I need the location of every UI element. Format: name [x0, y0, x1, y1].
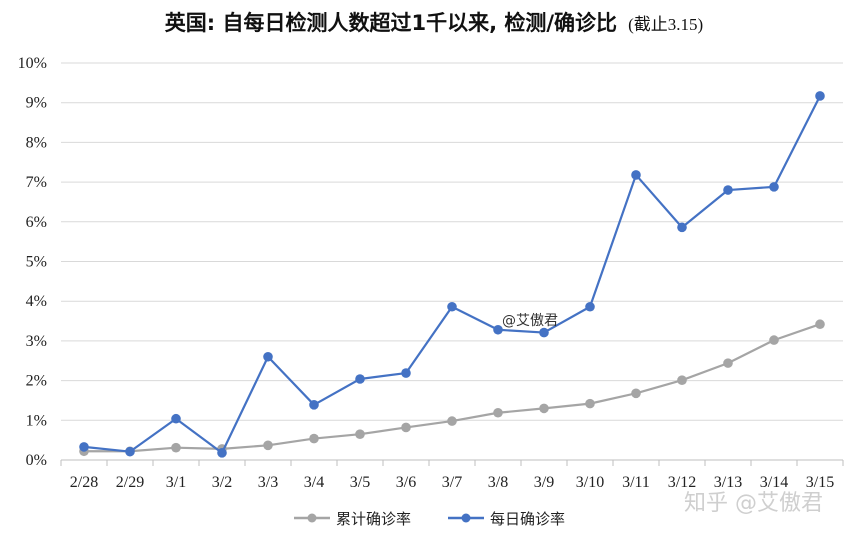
x-tick-label: 3/15 — [806, 474, 834, 491]
data-point-daily — [631, 170, 641, 180]
data-point-cumulative — [171, 442, 181, 453]
data-point-daily — [309, 400, 319, 410]
y-tick-label: 4% — [26, 293, 47, 310]
y-tick-label: 1% — [26, 412, 47, 429]
y-tick-label: 3% — [26, 333, 47, 350]
data-point-cumulative — [769, 335, 779, 345]
x-axis: 2/28 2/29 3/1 3/2 3/3 3/4 3/5 3/6 3/7 3/8 3/9 3/10 3… — [60, 459, 844, 491]
y-axis-ticks: 0% 1% 2% 3% 4% 5% 6% 7% 8% 9% 10% — [18, 55, 47, 469]
data-point-cumulative — [677, 375, 687, 386]
data-point-cumulative — [493, 407, 503, 418]
corner-watermark: 知乎 @艾傲君 — [684, 491, 823, 516]
data-point-cumulative — [585, 398, 595, 409]
x-tick-label: 3/10 — [576, 474, 604, 491]
data-point-cumulative — [355, 429, 365, 439]
y-tick-label: 0% — [26, 452, 47, 469]
x-tick-label: 3/12 — [668, 474, 696, 491]
data-point-cumulative — [401, 422, 411, 433]
data-point-daily — [125, 446, 135, 457]
y-tick-label: 5% — [26, 254, 47, 271]
chart-title: 英国: 自每日检测人数超过1千以来, 检测/确诊比 (截止3.15) — [165, 11, 703, 35]
data-point-daily — [493, 324, 503, 335]
x-tick-label: 3/6 — [396, 474, 416, 491]
data-point-cumulative — [309, 433, 319, 444]
data-point-cumulative — [815, 319, 825, 330]
gridlines — [61, 62, 843, 421]
series-line-daily — [83, 95, 821, 454]
center-watermark: @艾傲君 — [502, 313, 558, 329]
x-tick-label: 2/28 — [70, 474, 98, 491]
data-point-daily — [171, 413, 181, 424]
data-point-daily — [263, 351, 273, 362]
data-point-daily — [677, 222, 687, 233]
y-tick-label: 6% — [26, 214, 47, 231]
data-point-daily — [447, 301, 457, 312]
x-tick-label: 3/5 — [350, 474, 370, 491]
data-point-daily — [79, 442, 89, 452]
x-tick-label: 3/1 — [166, 474, 186, 491]
y-tick-label: 10% — [18, 55, 47, 72]
x-tick-label: 3/13 — [714, 474, 742, 491]
y-tick-label: 2% — [26, 373, 47, 390]
legend-item-cumulative: 累计确诊率 — [294, 510, 411, 528]
x-tick-label: 3/3 — [258, 474, 278, 491]
y-tick-label: 7% — [26, 174, 47, 191]
legend-marker-daily — [461, 513, 471, 523]
x-tick-label: 3/2 — [212, 474, 232, 491]
y-tick-label: 9% — [26, 95, 47, 112]
x-tick-label: 3/4 — [304, 474, 324, 491]
x-tick-label: 2/29 — [116, 474, 144, 491]
data-point-daily — [769, 182, 779, 192]
data-point-daily — [815, 91, 825, 101]
data-point-daily — [217, 448, 227, 458]
y-tick-label: 8% — [26, 134, 47, 151]
legend: 累计确诊率 每日确诊率 — [294, 510, 565, 528]
x-tick-label: 3/8 — [488, 474, 508, 491]
x-tick-label: 3/9 — [534, 474, 554, 491]
chart-subtitle: (截止3.15) — [628, 15, 703, 34]
legend-marker-cumulative — [307, 513, 317, 523]
chart-title-main: 英国: 自每日检测人数超过1千以来, 检测/确诊比 — [165, 11, 617, 35]
data-point-daily — [723, 185, 733, 195]
series-lines — [79, 91, 825, 458]
x-tick-label: 3/14 — [760, 474, 788, 491]
data-point-daily — [355, 374, 365, 384]
data-point-cumulative — [539, 403, 549, 414]
x-tick-label: 3/7 — [442, 474, 462, 491]
data-point-cumulative — [263, 440, 273, 451]
data-point-cumulative — [631, 388, 641, 399]
legend-label-cumulative: 累计确诊率 — [336, 510, 411, 528]
legend-label-daily: 每日确诊率 — [490, 510, 565, 528]
data-point-cumulative — [723, 358, 733, 368]
legend-item-daily: 每日确诊率 — [448, 510, 565, 528]
data-point-cumulative — [447, 416, 457, 426]
x-tick-label: 3/11 — [622, 474, 650, 491]
data-point-daily — [401, 368, 411, 378]
data-point-daily — [539, 327, 549, 338]
data-point-daily — [585, 301, 595, 312]
